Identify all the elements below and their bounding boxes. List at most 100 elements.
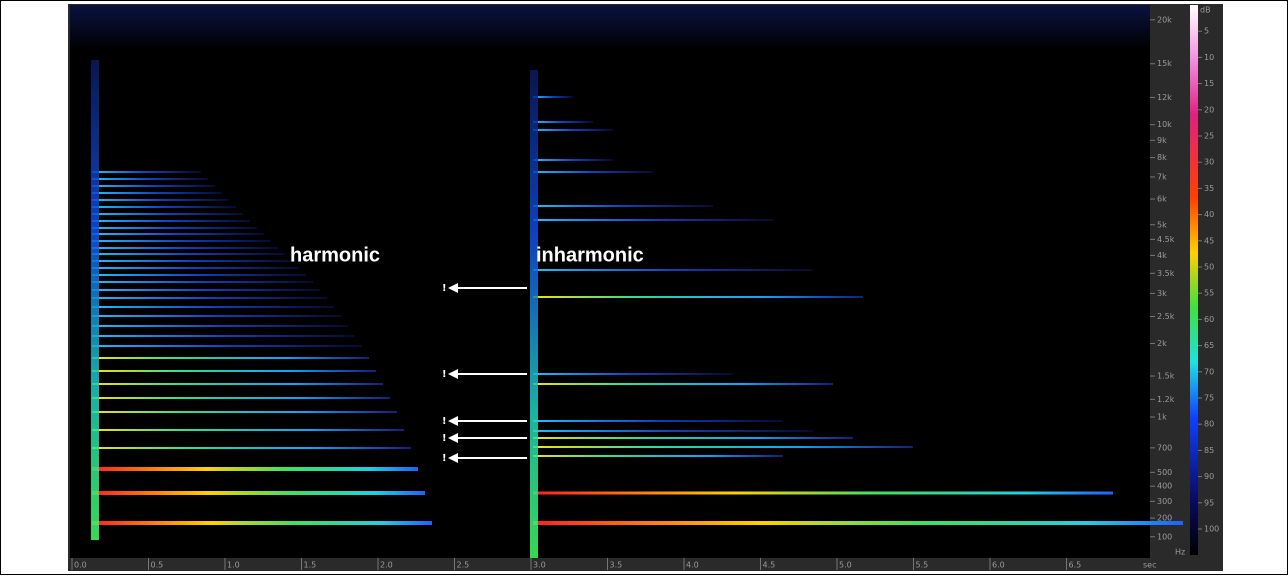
level-tick-label: 100 <box>1204 525 1219 534</box>
partial <box>92 199 229 201</box>
partial <box>92 240 271 242</box>
y-tick-label: 15k <box>1157 59 1172 68</box>
partial <box>533 430 813 432</box>
level-tick-label: 40 <box>1204 210 1214 219</box>
x-tick-label: 2.0 <box>380 561 393 570</box>
partial <box>533 420 783 422</box>
partial <box>92 233 264 235</box>
y-tick-label: 3k <box>1157 289 1167 298</box>
marker: ! <box>442 416 447 427</box>
partial <box>533 171 653 173</box>
partial <box>533 269 813 271</box>
level-tick-label: 30 <box>1204 158 1214 167</box>
partial <box>92 335 355 337</box>
partial <box>92 192 222 194</box>
x-tick-label: 6.5 <box>1069 561 1082 570</box>
partial <box>533 521 1183 525</box>
partial <box>92 213 243 215</box>
partial <box>92 220 250 222</box>
partial <box>92 253 285 255</box>
y-tick-label: 4.5k <box>1157 235 1175 244</box>
onset <box>91 60 99 540</box>
y-tick-label: 9k <box>1157 136 1167 145</box>
partial <box>533 96 573 98</box>
y-tick-label: 7k <box>1157 172 1167 181</box>
y-tick-label: 3.5k <box>1157 269 1175 278</box>
level-tick-label: 35 <box>1204 184 1214 193</box>
y-tick-label: 1.2k <box>1157 395 1175 404</box>
marker: ! <box>442 433 447 444</box>
y-tick-label: 1.5k <box>1157 372 1175 381</box>
partial <box>533 159 613 161</box>
y-tick-label: 400 <box>1157 482 1172 491</box>
level-tick-label: 70 <box>1204 367 1214 376</box>
y-tick-label: 12k <box>1157 93 1172 102</box>
level-tick-label: 65 <box>1204 341 1214 350</box>
y-tick-label: 8k <box>1157 153 1167 162</box>
partial <box>92 467 418 471</box>
partial <box>92 185 215 187</box>
partial <box>92 345 362 347</box>
marker: ! <box>442 369 447 380</box>
partial <box>533 383 833 385</box>
x-tick-label: 1.5 <box>304 561 317 570</box>
level-tick-label: 60 <box>1204 315 1214 324</box>
marker: ! <box>442 283 447 294</box>
partial <box>92 306 334 308</box>
level-tick-label: 5 <box>1204 27 1209 36</box>
level-tick-label: 15 <box>1204 79 1214 88</box>
level-tick-label: 25 <box>1204 132 1214 141</box>
y-tick-label: 2.5k <box>1157 312 1175 321</box>
y-tick-label: 300 <box>1157 497 1172 506</box>
partial <box>533 219 773 221</box>
y-tick-label: 200 <box>1157 514 1172 523</box>
partial <box>533 296 863 298</box>
partial <box>533 492 1113 495</box>
partial <box>92 281 313 283</box>
level-tick-label: 50 <box>1204 263 1214 272</box>
annotation: inharmonic <box>536 244 644 266</box>
partial <box>92 429 404 431</box>
partial <box>92 325 348 327</box>
frequency-unit: Hz <box>1175 548 1185 557</box>
level-tick-label: 20 <box>1204 105 1214 114</box>
onset <box>530 70 538 558</box>
time-unit: sec <box>1143 561 1157 570</box>
y-tick-label: 20k <box>1157 15 1172 24</box>
partial <box>92 297 327 299</box>
level-tick-label: 80 <box>1204 420 1214 429</box>
partial <box>533 437 853 439</box>
level-tick-label: 90 <box>1204 472 1214 481</box>
partial <box>92 274 306 276</box>
partial <box>92 491 425 495</box>
partial <box>533 373 733 375</box>
y-tick-label: 10k <box>1157 120 1172 129</box>
level-tick-label: 45 <box>1204 236 1214 245</box>
y-tick-label: 6k <box>1157 195 1167 204</box>
level-tick-label: 75 <box>1204 394 1214 403</box>
partial <box>92 370 376 372</box>
partial <box>92 383 383 385</box>
partial <box>92 521 432 525</box>
page: {"annotations": {"harmonic": "harmonic",… <box>0 0 1288 575</box>
partial <box>533 455 783 457</box>
x-tick-label: 2.5 <box>457 561 470 570</box>
y-tick-label: 700 <box>1157 443 1172 452</box>
partial <box>533 121 593 123</box>
partial <box>92 178 208 180</box>
x-tick-label: 3.0 <box>533 561 546 570</box>
y-tick-label: 1k <box>1157 413 1167 422</box>
x-tick-label: 4.0 <box>686 561 699 570</box>
screenshot: sec Hz dB harmonicinharmonic!!!!!0.00.51… <box>0 0 1288 575</box>
partial <box>92 357 369 359</box>
y-tick-label: 100 <box>1157 532 1172 541</box>
partial <box>533 129 613 131</box>
partial <box>92 227 257 229</box>
partial <box>92 171 201 173</box>
level-tick-label: 95 <box>1204 498 1214 507</box>
partial <box>92 206 236 208</box>
partial <box>92 289 320 291</box>
x-tick-label: 1.0 <box>227 561 240 570</box>
partial <box>92 260 292 262</box>
x-tick-label: 6.0 <box>992 561 1005 570</box>
